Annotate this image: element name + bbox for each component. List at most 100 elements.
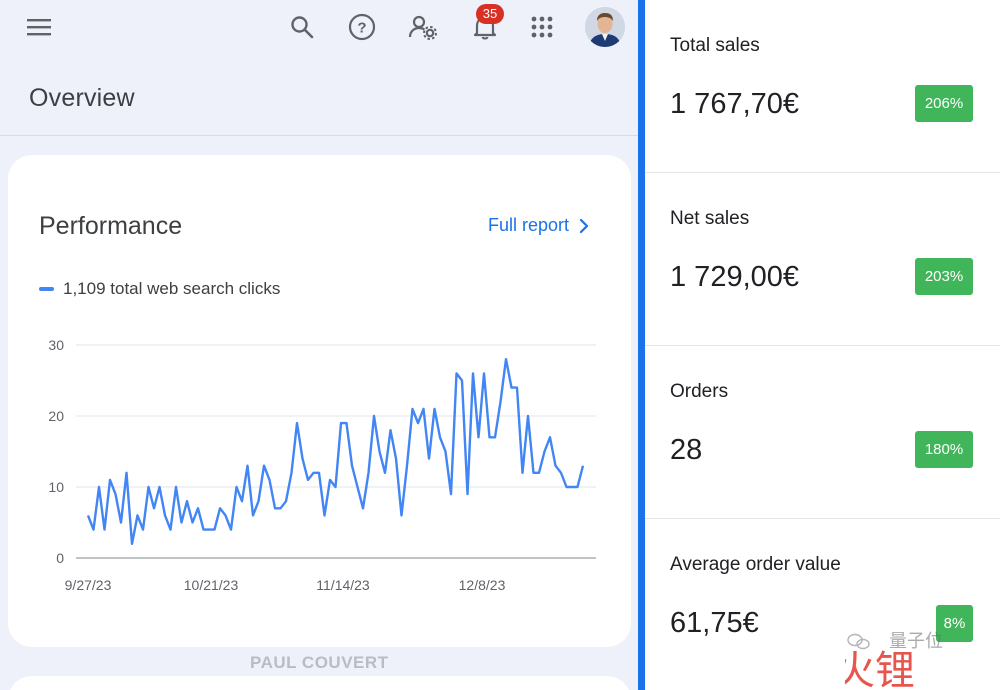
data-point[interactable] — [118, 520, 124, 526]
data-point[interactable] — [261, 463, 267, 469]
data-point[interactable] — [454, 370, 460, 376]
data-point[interactable] — [157, 484, 163, 490]
data-point[interactable] — [140, 527, 146, 533]
data-point[interactable] — [91, 527, 97, 533]
data-point[interactable] — [129, 541, 135, 547]
full-report-link[interactable]: Full report — [488, 215, 589, 236]
data-point[interactable] — [580, 463, 586, 469]
data-point[interactable] — [173, 484, 179, 490]
data-point[interactable] — [366, 470, 372, 476]
data-point[interactable] — [327, 477, 333, 483]
data-point[interactable] — [437, 434, 443, 440]
data-point[interactable] — [476, 434, 482, 440]
data-point[interactable] — [190, 520, 196, 526]
menu-icon[interactable] — [22, 10, 56, 44]
data-point[interactable] — [184, 498, 190, 504]
metric-orders[interactable]: Orders 28 180% — [645, 346, 1000, 519]
data-point[interactable] — [481, 370, 487, 376]
data-point[interactable] — [113, 491, 119, 497]
manage-users-icon[interactable] — [406, 10, 440, 44]
data-point[interactable] — [448, 491, 454, 497]
data-point[interactable] — [470, 370, 476, 376]
data-point[interactable] — [206, 527, 212, 533]
data-point[interactable] — [410, 406, 416, 412]
data-point[interactable] — [228, 527, 234, 533]
data-point[interactable] — [564, 484, 570, 490]
data-point[interactable] — [575, 484, 581, 490]
apps-grid-icon[interactable] — [525, 10, 559, 44]
data-point[interactable] — [96, 484, 102, 490]
data-point[interactable] — [349, 463, 355, 469]
chart-legend[interactable]: 1,109 total web search clicks — [39, 279, 280, 299]
metric-net-sales[interactable]: Net sales 1 729,00€ 203% — [645, 173, 1000, 346]
data-point[interactable] — [498, 399, 504, 405]
data-point[interactable] — [272, 505, 278, 511]
data-point[interactable] — [300, 456, 306, 462]
data-point[interactable] — [239, 498, 245, 504]
data-point[interactable] — [107, 477, 113, 483]
data-point[interactable] — [404, 463, 410, 469]
data-point[interactable] — [520, 470, 526, 476]
data-point[interactable] — [294, 420, 300, 426]
data-point[interactable] — [443, 449, 449, 455]
data-point[interactable] — [509, 385, 515, 391]
data-point[interactable] — [201, 527, 207, 533]
data-point[interactable] — [179, 520, 185, 526]
data-point[interactable] — [135, 512, 141, 518]
metric-average-order-value[interactable]: Average order value 61,75€ 8% — [645, 519, 1000, 690]
data-point[interactable] — [289, 470, 295, 476]
data-point[interactable] — [102, 527, 108, 533]
clicks-line-chart[interactable]: 0 10 20 30 9/27/23 10/21/23 11/14/23 12/8/23 — [8, 315, 631, 605]
account-avatar[interactable] — [585, 7, 625, 47]
data-point[interactable] — [487, 434, 493, 440]
data-point[interactable] — [162, 512, 168, 518]
data-point[interactable] — [195, 505, 201, 511]
data-point[interactable] — [393, 456, 399, 462]
data-point[interactable] — [333, 484, 339, 490]
data-point[interactable] — [459, 378, 465, 384]
data-point[interactable] — [338, 420, 344, 426]
data-point[interactable] — [382, 470, 388, 476]
data-point[interactable] — [168, 527, 174, 533]
data-point[interactable] — [256, 498, 262, 504]
data-point[interactable] — [322, 512, 328, 518]
data-point[interactable] — [278, 505, 284, 511]
data-point[interactable] — [536, 470, 542, 476]
data-point[interactable] — [124, 470, 130, 476]
data-point[interactable] — [432, 406, 438, 412]
data-point[interactable] — [311, 470, 317, 476]
data-point[interactable] — [212, 527, 218, 533]
data-point[interactable] — [465, 491, 471, 497]
data-point[interactable] — [531, 470, 537, 476]
data-point[interactable] — [415, 420, 421, 426]
data-point[interactable] — [553, 463, 559, 469]
data-point[interactable] — [344, 420, 350, 426]
data-point[interactable] — [217, 505, 223, 511]
data-point[interactable] — [525, 413, 531, 419]
data-point[interactable] — [305, 477, 311, 483]
data-point[interactable] — [355, 484, 361, 490]
data-point[interactable] — [503, 356, 509, 362]
data-point[interactable] — [399, 512, 405, 518]
data-point[interactable] — [360, 505, 366, 511]
data-point[interactable] — [245, 463, 251, 469]
help-icon[interactable]: ? — [345, 10, 379, 44]
data-point[interactable] — [421, 406, 427, 412]
data-point[interactable] — [85, 512, 91, 518]
data-point[interactable] — [388, 427, 394, 433]
data-point[interactable] — [151, 505, 157, 511]
search-icon[interactable] — [285, 10, 319, 44]
data-point[interactable] — [426, 456, 432, 462]
data-point[interactable] — [250, 512, 256, 518]
data-point[interactable] — [547, 434, 553, 440]
data-point[interactable] — [234, 484, 240, 490]
data-point[interactable] — [542, 449, 548, 455]
data-point[interactable] — [492, 434, 498, 440]
data-point[interactable] — [223, 512, 229, 518]
data-point[interactable] — [569, 484, 575, 490]
data-point[interactable] — [514, 385, 520, 391]
data-point[interactable] — [283, 498, 289, 504]
data-point[interactable] — [146, 484, 152, 490]
metric-total-sales[interactable]: Total sales 1 767,70€ 206% — [645, 0, 1000, 173]
data-point[interactable] — [371, 413, 377, 419]
